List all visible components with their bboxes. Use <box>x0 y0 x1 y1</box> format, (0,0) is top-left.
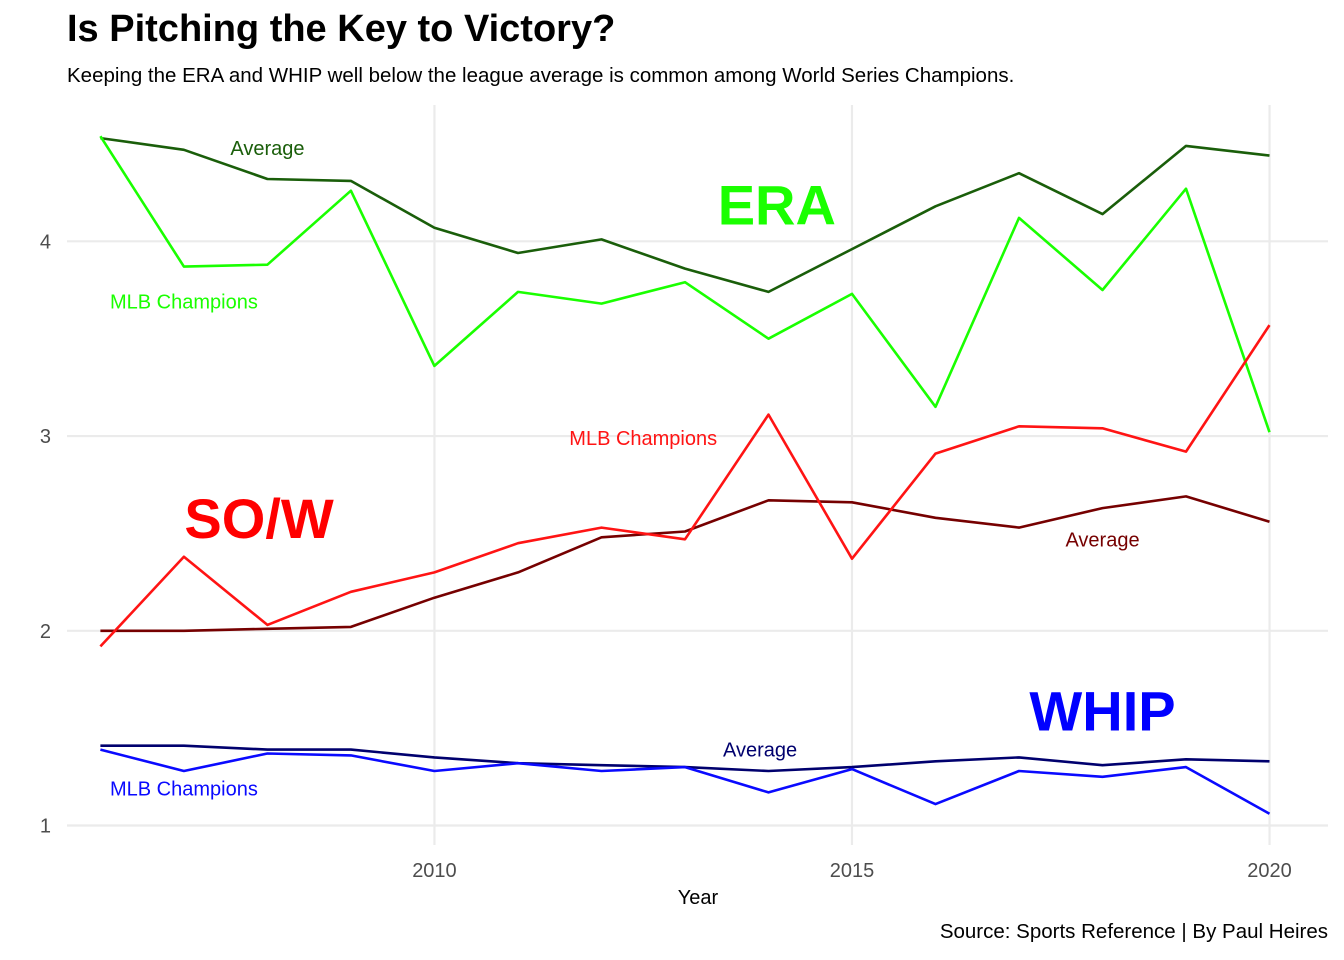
series-line-era-average <box>100 136 1270 294</box>
x-axis-title: Year <box>678 887 719 909</box>
y-tick-label: 2 <box>40 621 51 643</box>
series-annotation: Average <box>230 138 304 160</box>
chart-caption: Source: Sports Reference | By Paul Heire… <box>939 920 1328 943</box>
x-tick-label: 2010 <box>412 860 457 882</box>
chart-title: Is Pitching the Key to Victory? <box>67 8 616 50</box>
series-annotation: MLB Champions <box>110 292 258 314</box>
y-tick-label: 3 <box>40 426 51 448</box>
series-line-era-mlb-champions <box>99 135 1271 433</box>
series-annotation: Average <box>723 740 797 762</box>
series-line-so-w-average <box>100 495 1270 633</box>
axis-ticks: 1 2 3 4 2010 2015 2020 <box>40 231 1292 882</box>
group-label-era: ERA <box>718 173 836 236</box>
series-line-whip-mlb-champions <box>100 748 1271 815</box>
series-annotation: MLB Champions <box>569 428 717 450</box>
annotations: Average MLB Champions MLB Champions Average… <box>110 138 1176 801</box>
group-label-so-w: SO/W <box>184 487 333 550</box>
y-tick-label: 1 <box>40 816 51 838</box>
chart-subtitle: Keeping the ERA and WHIP well below the … <box>67 64 1015 87</box>
series-line-so-w-mlb-champions <box>99 324 1271 648</box>
group-label-whip: WHIP <box>1029 680 1175 743</box>
series-annotation: Average <box>1065 529 1139 551</box>
x-tick-label: 2015 <box>830 860 875 882</box>
series-annotation: MLB Champions <box>110 779 258 801</box>
y-tick-label: 4 <box>40 231 51 253</box>
series-lines <box>99 135 1271 815</box>
x-tick-label: 2020 <box>1247 860 1292 882</box>
